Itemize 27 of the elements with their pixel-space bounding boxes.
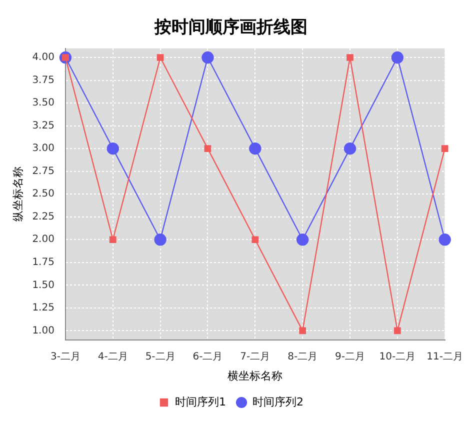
y-tick-label: 1.25 bbox=[32, 302, 54, 314]
y-tick-label: 2.50 bbox=[32, 188, 54, 200]
y-axis-title: 纵坐标名称 bbox=[11, 166, 24, 222]
legend-label: 时间序列2 bbox=[252, 395, 304, 408]
x-tick-label: 4-二月 bbox=[98, 351, 128, 362]
x-tick-label: 3-二月 bbox=[50, 351, 80, 362]
y-tick-label: 2.75 bbox=[32, 166, 54, 177]
y-tick-label: 2.25 bbox=[32, 211, 54, 222]
y-tick-label: 2.00 bbox=[32, 234, 54, 246]
y-tick-label: 1.75 bbox=[32, 256, 54, 268]
y-tick-label: 3.75 bbox=[32, 74, 54, 86]
x-tick-label: 6-二月 bbox=[192, 351, 223, 362]
x-axis-title: 横坐标名称 bbox=[228, 369, 283, 382]
x-tick-label: 8-二月 bbox=[288, 351, 318, 362]
y-tick-label: 4.00 bbox=[32, 52, 54, 64]
y-tick-label: 3.25 bbox=[32, 120, 54, 132]
x-tick-label: 7-二月 bbox=[240, 351, 270, 362]
x-tick-label: 9-二月 bbox=[335, 351, 365, 362]
legend-label: 时间序列1 bbox=[175, 395, 226, 408]
x-tick-label: 5-二月 bbox=[145, 351, 176, 362]
x-tick-label: 11-二月 bbox=[426, 351, 464, 362]
chart-title: 按时间顺序画折线图 bbox=[154, 18, 308, 38]
y-tick-label: 1.00 bbox=[32, 325, 54, 336]
y-tick-label: 3.00 bbox=[32, 143, 54, 154]
x-tick-label: 10-二月 bbox=[379, 351, 416, 362]
y-tick-label: 3.50 bbox=[32, 98, 54, 109]
y-tick-label: 1.50 bbox=[32, 280, 54, 291]
